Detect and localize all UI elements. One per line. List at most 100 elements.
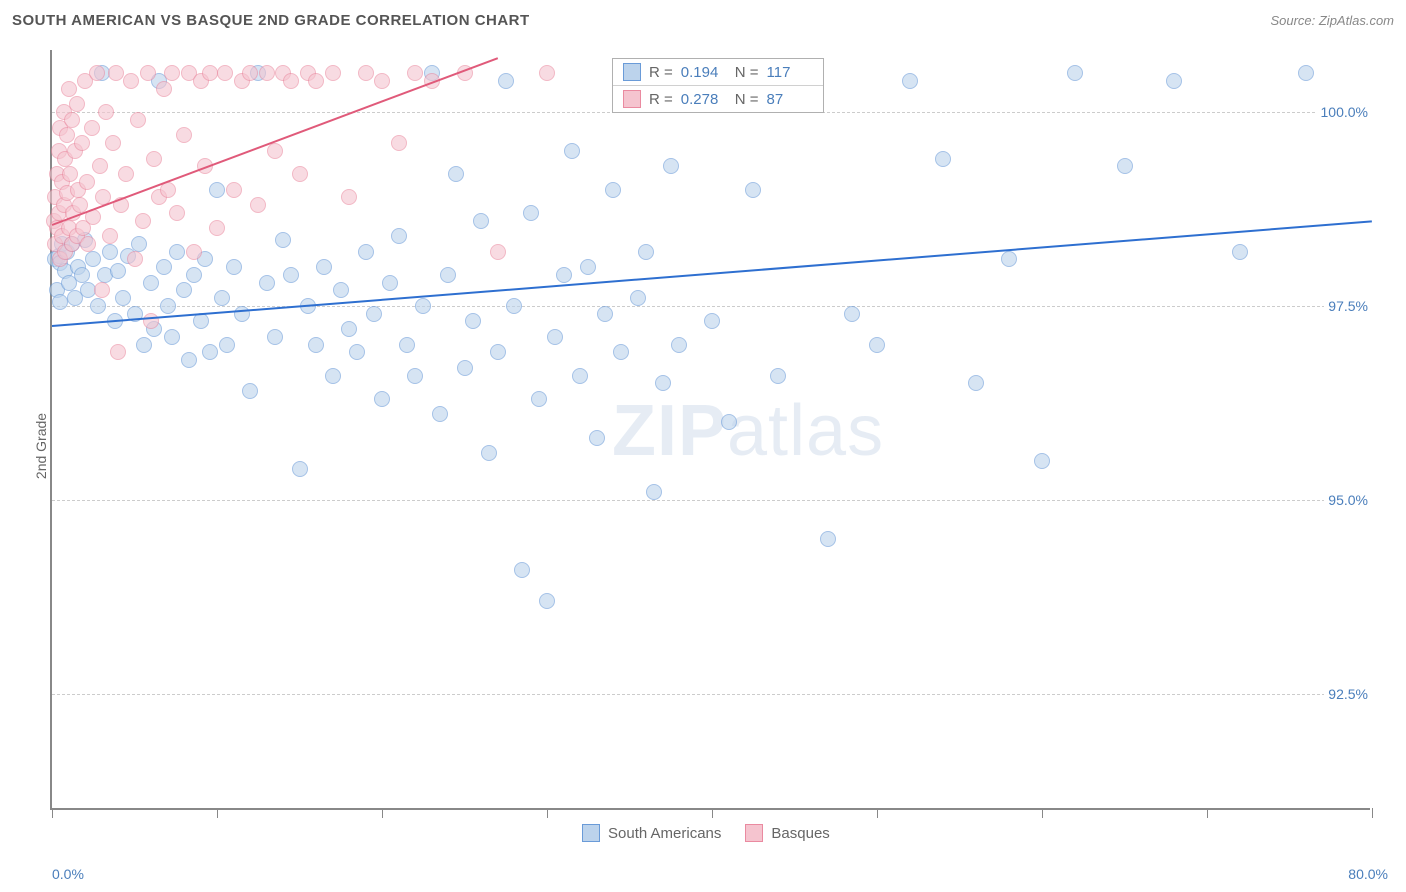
point-basque — [186, 244, 202, 260]
point-south-american — [85, 251, 101, 267]
point-basque — [226, 182, 242, 198]
x-tick — [217, 808, 218, 818]
point-basque — [292, 166, 308, 182]
x-tick — [382, 808, 383, 818]
point-south-american — [160, 298, 176, 314]
point-basque — [74, 135, 90, 151]
point-south-american — [415, 298, 431, 314]
point-basque — [110, 344, 126, 360]
y-tick-label: 92.5% — [1324, 686, 1372, 702]
point-basque — [105, 135, 121, 151]
point-south-american — [292, 461, 308, 477]
r-value: 0.278 — [681, 91, 727, 108]
y-axis-label: 2nd Grade — [33, 413, 49, 479]
point-basque — [64, 112, 80, 128]
legend-swatch-basque — [745, 824, 763, 842]
point-basque — [490, 244, 506, 260]
point-basque — [217, 65, 233, 81]
legend-item: Basques — [745, 824, 829, 842]
point-south-american — [226, 259, 242, 275]
point-south-american — [539, 593, 555, 609]
point-basque — [62, 166, 78, 182]
point-south-american — [770, 368, 786, 384]
point-south-american — [259, 275, 275, 291]
x-tick — [712, 808, 713, 818]
point-south-american — [219, 337, 235, 353]
x-tick — [1207, 808, 1208, 818]
chart-source: Source: ZipAtlas.com — [1270, 13, 1394, 28]
point-basque — [61, 81, 77, 97]
point-basque — [358, 65, 374, 81]
point-south-american — [156, 259, 172, 275]
point-basque — [156, 81, 172, 97]
point-south-american — [391, 228, 407, 244]
point-south-american — [366, 306, 382, 322]
point-basque — [123, 73, 139, 89]
legend-label: South Americans — [608, 825, 721, 842]
point-south-american — [968, 375, 984, 391]
point-basque — [135, 213, 151, 229]
bottom-legend: South Americans Basques — [582, 824, 830, 842]
point-basque — [118, 166, 134, 182]
point-south-american — [1166, 73, 1182, 89]
point-south-american — [102, 244, 118, 260]
point-south-american — [671, 337, 687, 353]
point-south-american — [316, 259, 332, 275]
point-south-american — [333, 282, 349, 298]
point-south-american — [613, 344, 629, 360]
point-south-american — [164, 329, 180, 345]
point-south-american — [407, 368, 423, 384]
point-south-american — [349, 344, 365, 360]
point-south-american — [638, 244, 654, 260]
point-basque — [140, 65, 156, 81]
point-south-american — [52, 294, 68, 310]
point-south-american — [374, 391, 390, 407]
point-south-american — [186, 267, 202, 283]
correlation-row: R =0.194N =117 — [613, 59, 823, 86]
point-basque — [407, 65, 423, 81]
point-basque — [202, 65, 218, 81]
point-south-american — [902, 73, 918, 89]
x-tick — [1042, 808, 1043, 818]
point-south-american — [214, 290, 230, 306]
point-south-american — [663, 158, 679, 174]
legend-swatch-south-american — [582, 824, 600, 842]
point-south-american — [572, 368, 588, 384]
point-south-american — [169, 244, 185, 260]
point-basque — [539, 65, 555, 81]
point-south-american — [1298, 65, 1314, 81]
point-south-american — [605, 182, 621, 198]
point-basque — [308, 73, 324, 89]
point-basque — [242, 65, 258, 81]
x-tick-label-max: 80.0% — [1348, 866, 1388, 882]
y-tick-label: 95.0% — [1324, 492, 1372, 508]
r-label: R = — [649, 64, 673, 81]
r-label: R = — [649, 91, 673, 108]
point-south-american — [1034, 453, 1050, 469]
point-south-american — [457, 360, 473, 376]
point-south-american — [110, 263, 126, 279]
watermark: ZIPatlas — [612, 390, 884, 472]
point-south-american — [136, 337, 152, 353]
point-south-american — [341, 321, 357, 337]
point-south-american — [935, 151, 951, 167]
point-south-american — [498, 73, 514, 89]
correlation-box: R =0.194N =117R =0.278N =87 — [612, 58, 824, 113]
point-south-american — [465, 313, 481, 329]
n-label: N = — [735, 64, 759, 81]
point-south-american — [382, 275, 398, 291]
x-tick — [547, 808, 548, 818]
point-basque — [108, 65, 124, 81]
trend-line-south-american — [52, 221, 1372, 328]
point-south-american — [869, 337, 885, 353]
point-south-american — [721, 414, 737, 430]
point-south-american — [115, 290, 131, 306]
point-basque — [341, 189, 357, 205]
point-south-american — [506, 298, 522, 314]
point-basque — [250, 197, 266, 213]
point-basque — [374, 73, 390, 89]
x-tick — [1372, 808, 1373, 818]
point-basque — [59, 127, 75, 143]
point-south-american — [90, 298, 106, 314]
point-south-american — [432, 406, 448, 422]
